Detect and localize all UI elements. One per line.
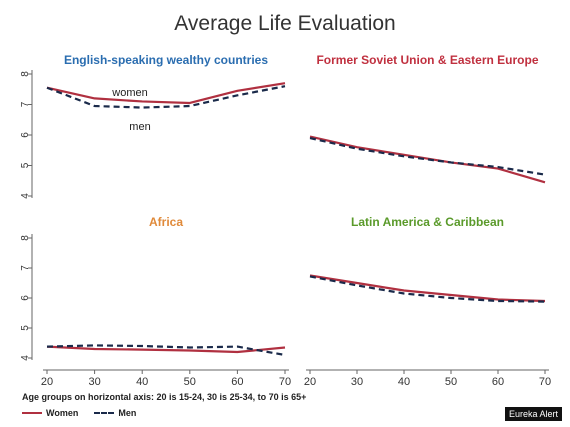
y-tick-label: 7 [20, 265, 31, 271]
panel-title: Latin America & Caribbean [351, 215, 504, 229]
x-tick-label: 20 [41, 376, 53, 388]
series-line-women [46, 345, 286, 354]
legend-item-women: Women [22, 408, 78, 418]
panel-title: Former Soviet Union & Eastern Europe [316, 53, 538, 67]
panel-1: English-speaking wealthy countries 4 5 6 7 8 w… [20, 53, 286, 199]
panel-4: Latin America & Caribbean 20 30 40 50 60 70 [304, 215, 551, 388]
x-tick-label: 60 [231, 376, 243, 388]
y-tick-label: 6 [20, 132, 31, 138]
legend-label-men: Men [118, 408, 137, 418]
panel-title: English-speaking wealthy countries [64, 53, 268, 67]
x-tick-label: 70 [279, 376, 291, 388]
x-tick-label: 40 [136, 376, 148, 388]
y-tick-label: 5 [20, 325, 31, 331]
legend: Women Men [22, 408, 146, 418]
series-line-women [309, 274, 546, 303]
x-tick-label: 30 [88, 376, 100, 388]
x-tick-label: 60 [492, 376, 504, 388]
y-tick-label: 4 [20, 355, 31, 361]
legend-item-men: Men [94, 408, 136, 418]
y-tick-label: 7 [20, 101, 31, 107]
series-line-women [46, 82, 286, 105]
series-annotation: men [129, 121, 150, 133]
x-tick-label: 30 [351, 376, 363, 388]
panel-title: Africa [149, 215, 183, 229]
x-tick-label: 50 [184, 376, 196, 388]
x-tick-label: 50 [445, 376, 457, 388]
legend-swatch-women [22, 412, 42, 414]
series-line-men [46, 85, 286, 109]
y-tick-label: 6 [20, 295, 31, 301]
x-tick-label: 40 [398, 376, 410, 388]
series-annotation: women [111, 87, 147, 99]
legend-swatch-men [94, 412, 115, 414]
y-tick-label: 4 [20, 193, 31, 199]
credit-badge: Eureka Alert [504, 407, 562, 421]
y-tick-label: 8 [20, 235, 31, 241]
x-tick-label: 20 [304, 376, 316, 388]
y-tick-label: 5 [20, 162, 31, 168]
chart-title: Average Life Evaluation [174, 12, 396, 35]
panel-2: Former Soviet Union & Eastern Europe [309, 53, 546, 184]
y-tick-label: 8 [20, 71, 31, 77]
series-line-women [309, 135, 546, 184]
panel-3: Africa 4 5 6 7 8 20 30 40 50 60 70 [20, 215, 291, 388]
legend-label-women: Women [46, 408, 79, 418]
series-line-men [309, 136, 546, 176]
x-tick-label: 70 [539, 376, 551, 388]
axis-note: Age groups on horizontal axis: 20 is 15-… [22, 392, 307, 402]
